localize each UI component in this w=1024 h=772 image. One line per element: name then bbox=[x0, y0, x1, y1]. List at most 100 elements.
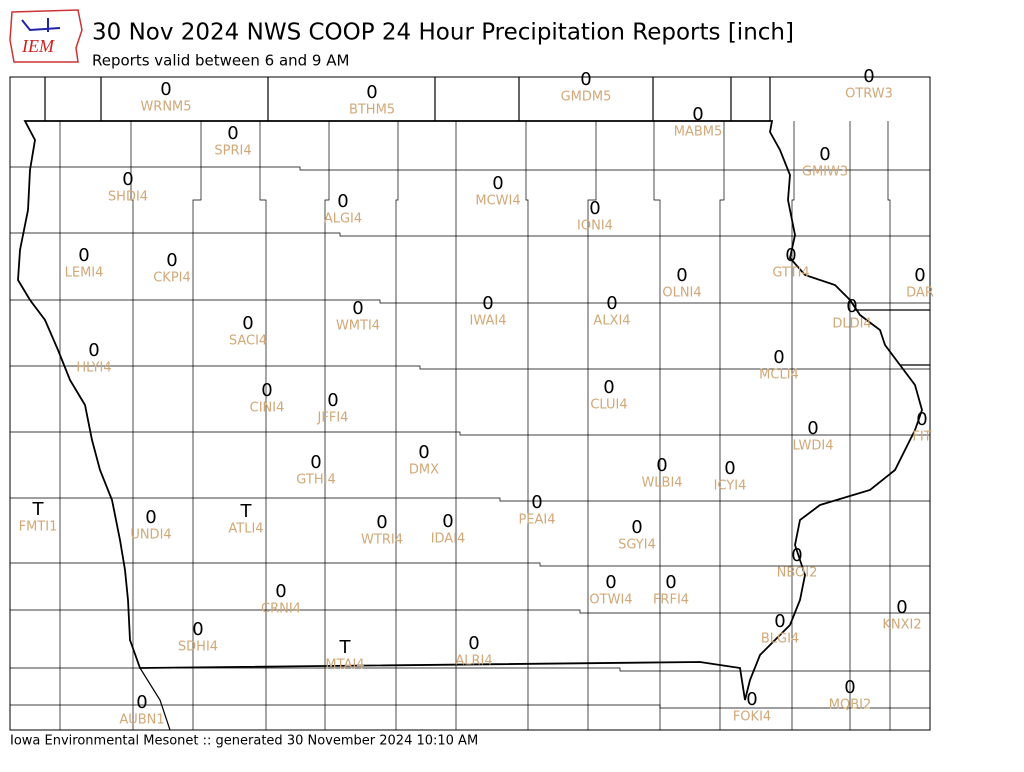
subtitle: Reports valid between 6 and 9 AM bbox=[92, 52, 349, 70]
county-line bbox=[719, 121, 725, 730]
station-value: 0 bbox=[846, 296, 857, 317]
station-value: 0 bbox=[122, 169, 133, 190]
station-value: 0 bbox=[773, 347, 784, 368]
station-value: 0 bbox=[819, 144, 830, 165]
station-id: SHDI4 bbox=[108, 190, 148, 205]
station-id: WTRI4 bbox=[361, 533, 403, 548]
station-value: 0 bbox=[746, 689, 757, 710]
state-borders bbox=[17, 77, 930, 730]
station-id: NBOI2 bbox=[777, 566, 818, 581]
station-id: IONI4 bbox=[577, 219, 613, 234]
station-value: 0 bbox=[418, 442, 429, 463]
county-line bbox=[525, 121, 529, 730]
station-value: 0 bbox=[376, 512, 387, 533]
station-value: 0 bbox=[896, 597, 907, 618]
county-line bbox=[324, 121, 330, 730]
station-id: GMDM5 bbox=[561, 90, 612, 105]
station-id: OTWI4 bbox=[589, 593, 632, 608]
station-value: 0 bbox=[807, 418, 818, 439]
station-value: 0 bbox=[791, 545, 802, 566]
station-value: 0 bbox=[914, 265, 925, 286]
logo-text: IEM bbox=[21, 36, 55, 56]
station-id: MCLI4 bbox=[759, 368, 799, 383]
title: 30 Nov 2024 NWS COOP 24 Hour Precipitati… bbox=[92, 20, 794, 46]
county-line bbox=[10, 431, 930, 436]
station-id: LEMI4 bbox=[65, 266, 104, 281]
station-value: T bbox=[240, 501, 253, 522]
station-id: PEAI4 bbox=[518, 513, 555, 528]
station-value: 0 bbox=[227, 123, 238, 144]
station-value: 0 bbox=[468, 633, 479, 654]
station-value: 0 bbox=[589, 198, 600, 219]
station-value: 0 bbox=[692, 104, 703, 125]
station-id: GTHI4 bbox=[296, 473, 335, 488]
station-value: 0 bbox=[145, 507, 156, 528]
station-id: HLYI4 bbox=[76, 361, 111, 376]
station-value: T bbox=[339, 637, 352, 658]
county-line bbox=[192, 121, 202, 730]
station-id: GMIW3 bbox=[802, 165, 848, 180]
station-id: SDHI4 bbox=[178, 640, 218, 655]
county-line bbox=[653, 121, 661, 730]
station-value: 0 bbox=[606, 293, 617, 314]
station-id: MQBI2 bbox=[829, 698, 871, 713]
station-value: 0 bbox=[631, 517, 642, 538]
station-id: UNDI4 bbox=[130, 528, 171, 543]
station-value: 0 bbox=[327, 390, 338, 411]
station-value: 0 bbox=[482, 293, 493, 314]
station-value: 0 bbox=[136, 692, 147, 713]
station-id: FOKI4 bbox=[733, 710, 771, 725]
station-value: 0 bbox=[531, 492, 542, 513]
station-value: 0 bbox=[192, 619, 203, 640]
station-id: ALGI4 bbox=[324, 212, 362, 227]
station-value: 0 bbox=[242, 313, 253, 334]
station-id: OTRW3 bbox=[845, 87, 893, 102]
station-value: 0 bbox=[665, 572, 676, 593]
county-line bbox=[10, 299, 930, 304]
county-line bbox=[10, 232, 930, 237]
station-value: 0 bbox=[261, 380, 272, 401]
station-value: T bbox=[32, 499, 45, 520]
station-value: 0 bbox=[492, 173, 503, 194]
station-id: WRNM5 bbox=[140, 100, 191, 115]
station-id: WLBI4 bbox=[641, 476, 682, 491]
county-line bbox=[10, 704, 930, 709]
county-line bbox=[10, 667, 930, 672]
map-frame bbox=[9, 76, 931, 731]
station-id: ICYI4 bbox=[714, 479, 747, 494]
station-value: 0 bbox=[442, 511, 453, 532]
station-id: LWDI4 bbox=[792, 439, 833, 454]
station-id: DAR bbox=[906, 286, 934, 301]
county-line bbox=[10, 497, 930, 502]
county-line bbox=[10, 365, 930, 370]
county-line bbox=[259, 121, 267, 730]
station-value: 0 bbox=[785, 245, 796, 266]
station-id: MCWI4 bbox=[475, 194, 520, 209]
